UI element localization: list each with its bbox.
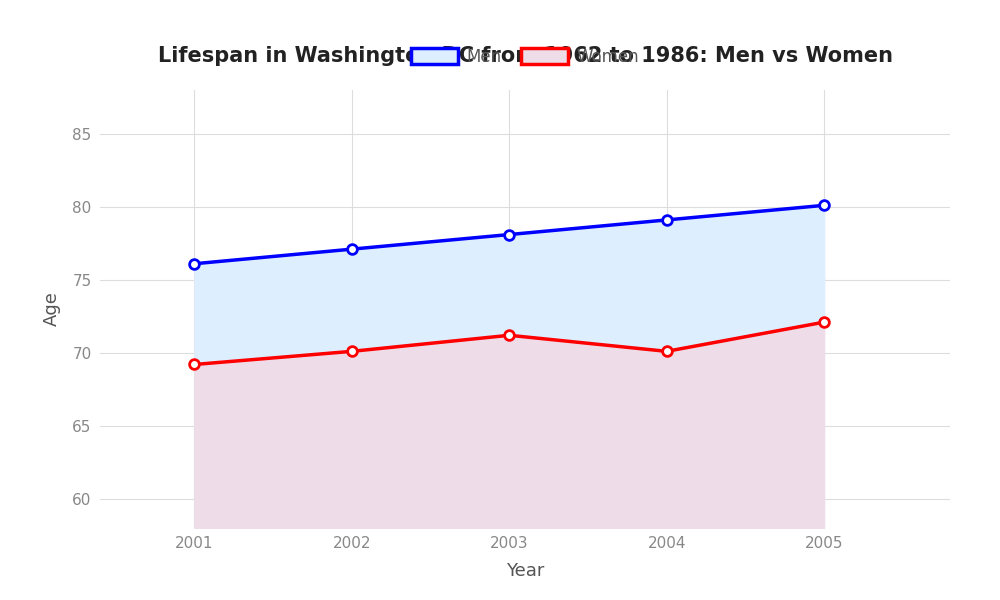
X-axis label: Year: Year: [506, 562, 544, 580]
Title: Lifespan in Washington DC from 1962 to 1986: Men vs Women: Lifespan in Washington DC from 1962 to 1…: [158, 46, 893, 66]
Legend: Men, Women: Men, Women: [404, 41, 646, 73]
Y-axis label: Age: Age: [43, 292, 61, 326]
